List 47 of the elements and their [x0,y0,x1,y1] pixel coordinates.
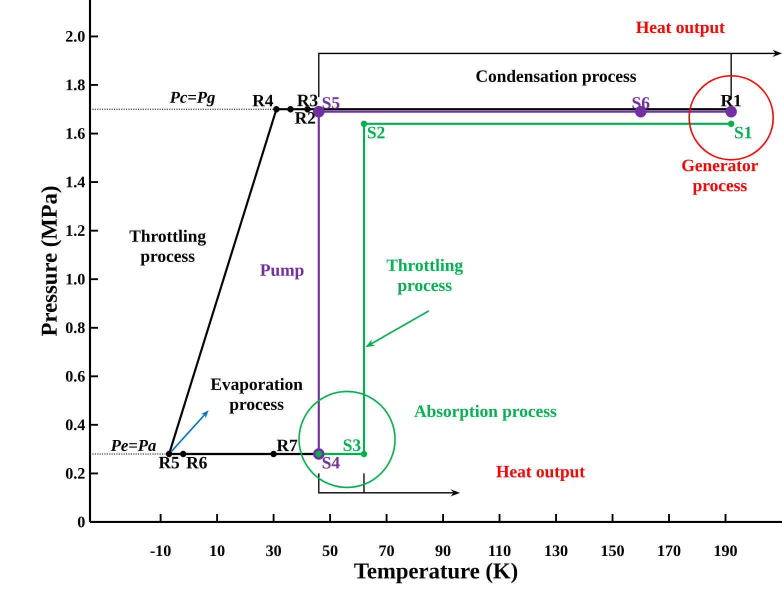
y-tick-label: 0.8 [66,322,85,334]
x-tick-label: 150 [602,545,624,556]
y-tick-label: 2.0 [66,30,85,42]
y-tick-label: 0.4 [66,419,85,430]
x-tick-label: 190 [714,545,737,556]
annotation: Heat output [496,466,585,481]
x-tick-label: 130 [545,545,568,556]
annotation: Absorption process [414,404,556,421]
x-tick-label: 110 [489,545,510,556]
y-tick-label: 1.0 [66,274,85,285]
annotation: Throttling process [130,230,206,266]
annotation: Pump [260,264,304,280]
x-axis-title: Temperature (K) [354,562,518,584]
ref-line-label: Pe=Pa [110,440,156,452]
x-tick-label: 90 [436,545,450,556]
y-tick-label: 1.2 [66,225,85,236]
annotation: Condensation process [476,70,636,86]
y-tick-label: 1.6 [66,128,85,139]
data-label: S4 [322,456,340,469]
y-tick-label: 0.6 [66,370,85,382]
data-label: S3 [344,439,360,452]
y-tick-label: 0.2 [66,468,85,479]
x-tick-label: -10 [150,545,171,556]
x-tick-label: 30 [266,545,281,556]
annotation: Generator process [682,160,758,195]
annotation: Throttling process [386,258,463,295]
data-label: R4 [252,94,274,106]
data-label: S2 [368,126,384,138]
x-tick-label: 170 [658,545,680,556]
data-label: R6 [186,456,207,469]
x-tick-label: 70 [379,545,394,556]
y-tick-label: 1.8 [66,80,85,90]
x-tick-label: 50 [322,545,338,556]
annotation: Evaporation process [210,378,303,414]
data-label: R5 [158,456,180,468]
x-tick-label: 10 [210,545,224,556]
data-label: R3 [297,94,318,106]
y-tick-label: 0 [78,516,85,528]
data-label: S5 [322,97,340,109]
annotation: Heat output [636,22,725,37]
data-label: R1 [720,94,741,106]
y-tick-label: 1.4 [66,176,85,188]
ref-line-label: Pc=Pg [170,92,215,106]
data-label: R2 [294,112,316,124]
y-axis-title: Pressure (MPa) [40,186,62,336]
data-label: S1 [735,126,752,138]
data-label: R7 [276,440,298,452]
